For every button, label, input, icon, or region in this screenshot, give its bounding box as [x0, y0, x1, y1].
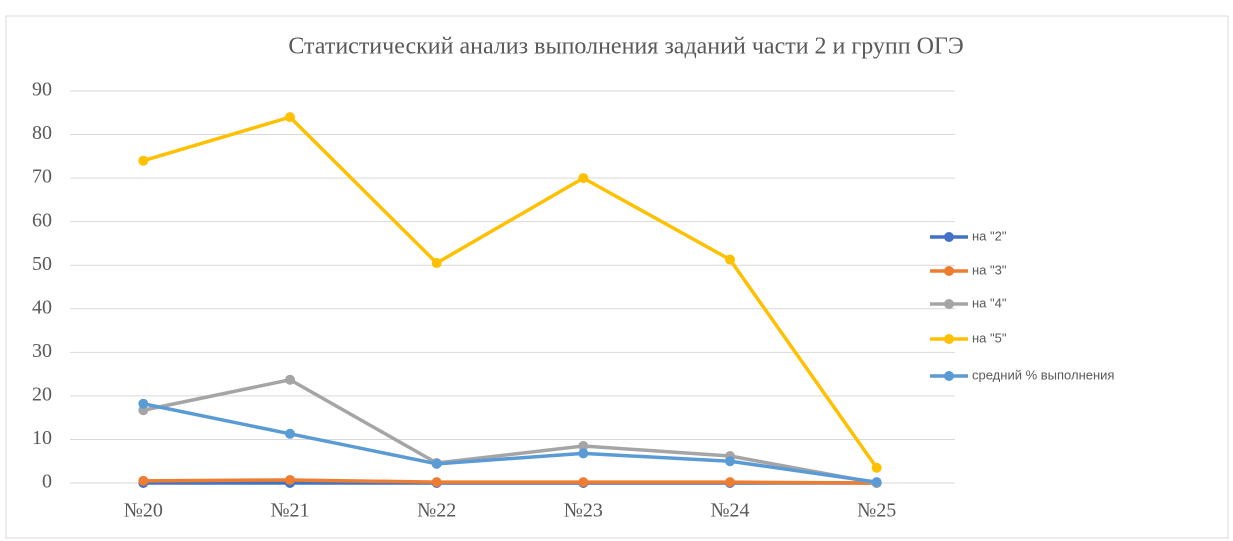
y-tick-label: 0 — [42, 471, 52, 493]
x-tick-label: №24 — [710, 500, 749, 522]
series-line — [142, 115, 879, 469]
point — [138, 155, 149, 166]
y-tick-label: 10 — [32, 427, 52, 449]
series-line — [143, 478, 877, 485]
legend-label: на "5" — [972, 330, 1007, 345]
y-tick-label: 30 — [32, 340, 52, 362]
y-tick-label: 20 — [32, 383, 52, 405]
point — [285, 112, 295, 123]
y-tick-label: 50 — [32, 253, 52, 275]
y-tick-label: 80 — [32, 122, 52, 144]
legend-label: на "2" — [972, 228, 1007, 243]
y-tick-label: 90 — [32, 79, 52, 101]
point — [578, 477, 589, 488]
point — [431, 258, 442, 269]
y-tick-label: 60 — [32, 209, 52, 231]
x-tick-label: №20 — [124, 500, 163, 522]
point — [578, 173, 589, 184]
chart-border — [5, 15, 1229, 539]
legend-marker — [944, 334, 954, 344]
point — [431, 477, 442, 488]
y-tick-label: 40 — [32, 296, 52, 318]
chart-title: Статистический анализ выполнения заданий… — [288, 34, 963, 60]
point — [285, 428, 295, 439]
series-line — [142, 402, 877, 484]
point — [285, 374, 295, 385]
point — [578, 440, 589, 451]
point — [138, 398, 149, 409]
legend-marker — [944, 232, 954, 242]
point — [871, 477, 882, 488]
point — [138, 475, 149, 486]
point — [725, 456, 735, 467]
legend-marker — [944, 299, 954, 309]
y-tick-label: 70 — [32, 166, 52, 188]
point — [871, 462, 882, 473]
legend-label: средний % выполнения — [972, 367, 1114, 382]
legend-marker — [944, 266, 954, 276]
point — [725, 254, 735, 265]
legend-label: на "3" — [972, 262, 1007, 277]
legend-label: на "4" — [972, 295, 1007, 310]
point — [725, 477, 735, 488]
series-line — [142, 378, 877, 485]
x-tick-label: №25 — [857, 500, 896, 522]
point — [285, 474, 295, 485]
point — [431, 458, 442, 469]
x-tick-label: №23 — [564, 500, 603, 522]
x-tick-label: №22 — [417, 500, 456, 522]
legend-marker — [944, 371, 954, 381]
x-tick-label: №21 — [270, 500, 309, 522]
point — [578, 448, 589, 459]
